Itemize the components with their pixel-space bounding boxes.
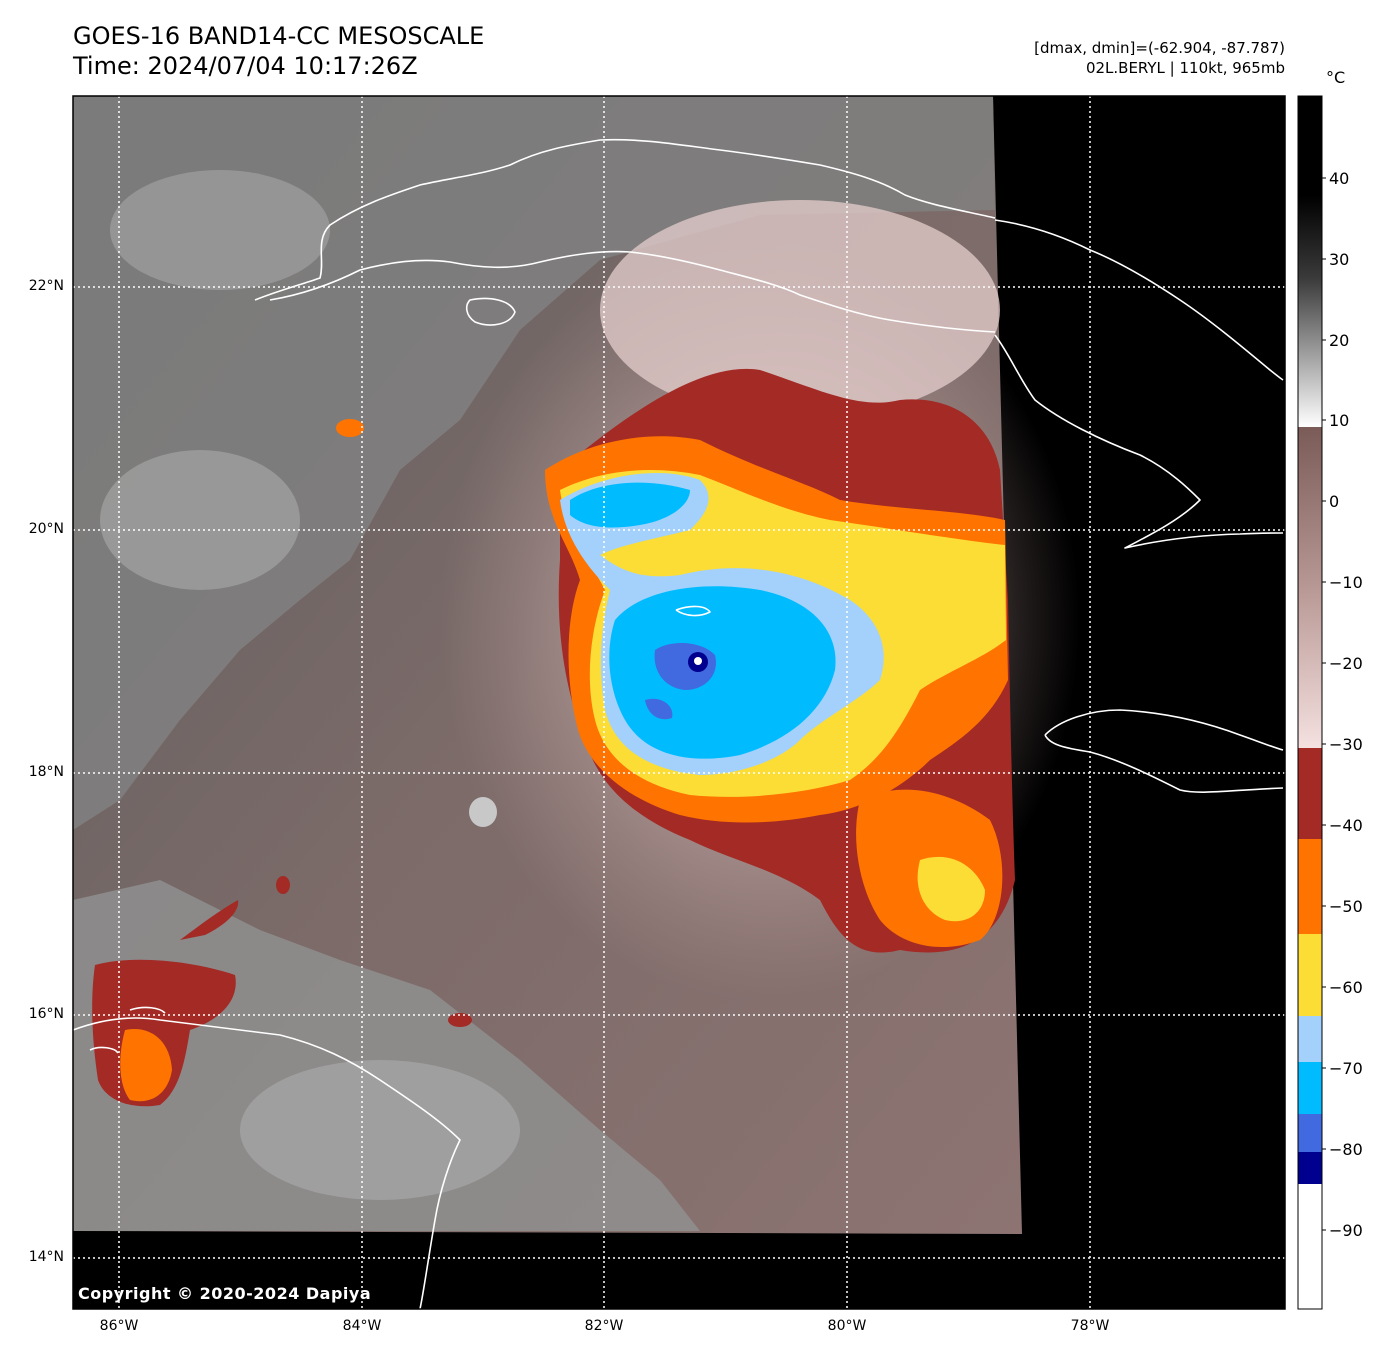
colorbar-white-segment	[1298, 1184, 1322, 1309]
colorbar-tick-label: −90	[1329, 1221, 1363, 1240]
coastline-isla-juventud	[465, 297, 516, 326]
colorbar-tick-label: −30	[1329, 735, 1363, 754]
dmax-dmin-info: [dmax, dmin]=(-62.904, -87.787)	[1034, 39, 1285, 57]
lon-label-84w: 84°W	[342, 1318, 382, 1334]
cloud-top-royal-blue-sw	[645, 698, 673, 720]
colorbar-tick-label: −40	[1329, 816, 1363, 835]
coastline-cuba-east	[994, 219, 1284, 381]
cloud-gray-sw	[73, 880, 700, 1231]
cloud-top-small-orange	[336, 419, 364, 437]
cloud-top-orange-sw	[120, 1029, 172, 1102]
lat-label-20n: 20°N	[28, 521, 64, 537]
colorbar-cyan-segment	[1298, 1062, 1322, 1114]
cloud-clear-spot	[469, 797, 497, 827]
coastline-cuba-west	[254, 138, 996, 301]
colorbar-tick-label: 0	[1329, 492, 1340, 511]
map-border	[72, 95, 1286, 1310]
coastline-honduras	[73, 1017, 461, 1309]
storm-eye	[694, 657, 702, 665]
colorbar-light-blue-segment	[1298, 1016, 1322, 1062]
colorbar-tick-marks	[1322, 177, 1326, 1231]
lat-label-18n: 18°N	[28, 764, 64, 780]
coastline-cuba-south	[269, 250, 996, 333]
colorbar-tick-label: 20	[1329, 331, 1350, 350]
colorbar-navy-segment	[1298, 1152, 1322, 1184]
colorbar-tick-label: −80	[1329, 1140, 1363, 1159]
cloud-top-cyan	[570, 482, 690, 528]
lon-label-86w: 86°W	[99, 1318, 139, 1334]
cloud-light-w	[100, 450, 300, 590]
cloud-top-small-band	[180, 900, 239, 940]
chart-title-line1: GOES-16 BAND14-CC MESOSCALE	[73, 22, 485, 50]
lon-label-82w: 82°W	[584, 1318, 624, 1334]
colorbar-dark-red-segment	[1298, 748, 1322, 839]
colorbar-tick-label: −60	[1329, 978, 1363, 997]
coastlines	[73, 138, 1284, 1309]
lat-label-22n: 22°N	[28, 278, 64, 294]
cirrus-north	[600, 200, 1000, 420]
colorbar-brown-segment	[1298, 427, 1322, 748]
colorbar-tick-label: 30	[1329, 250, 1350, 269]
colorbar-orange-segment	[1298, 839, 1322, 934]
lon-label-78w: 78°W	[1070, 1318, 1110, 1334]
colorbar-tick-label: 40	[1329, 169, 1350, 188]
colorbar-yellow-segment	[1298, 934, 1322, 1016]
cloud-light-nw	[110, 170, 330, 290]
colorbar-royal-blue-segment	[1298, 1114, 1322, 1152]
colorbar-tick-label: 10	[1329, 411, 1350, 430]
cloud-top-small-red	[448, 1013, 472, 1027]
coastline-cuba-southeast	[994, 334, 1284, 549]
colorbar-tick-label: −50	[1329, 897, 1363, 916]
cloud-gray-nw	[73, 96, 995, 830]
colorbar-tick-label: −70	[1329, 1059, 1363, 1078]
lat-label-14n: 14°N	[28, 1249, 64, 1265]
colorbar-unit: °C	[1326, 68, 1346, 87]
colorbar-tick-label: −10	[1329, 573, 1363, 592]
copyright-notice: Copyright © 2020-2024 Dapiya	[78, 1284, 372, 1303]
lat-label-16n: 16°N	[28, 1006, 64, 1022]
coastline-jamaica	[1044, 709, 1284, 793]
chart-title-line2: Time: 2024/07/04 10:17:26Z	[73, 52, 418, 80]
coastline-cayman	[675, 605, 711, 617]
lon-label-80w: 80°W	[827, 1318, 867, 1334]
storm-info: 02L.BERYL | 110kt, 965mb	[1085, 59, 1285, 77]
cloud-light-sw	[240, 1060, 520, 1200]
graticule	[73, 96, 1285, 1309]
colorbar	[1297, 95, 1326, 1310]
coastline-honduras-bay-islands	[89, 1006, 166, 1054]
cloud-top-yellow-south	[917, 856, 985, 922]
colorbar-gray-segment	[1298, 96, 1322, 427]
cloud-top-small-red-2	[276, 876, 290, 894]
colorbar-tick-label: −20	[1329, 654, 1363, 673]
colorbar-border	[1297, 95, 1323, 1310]
